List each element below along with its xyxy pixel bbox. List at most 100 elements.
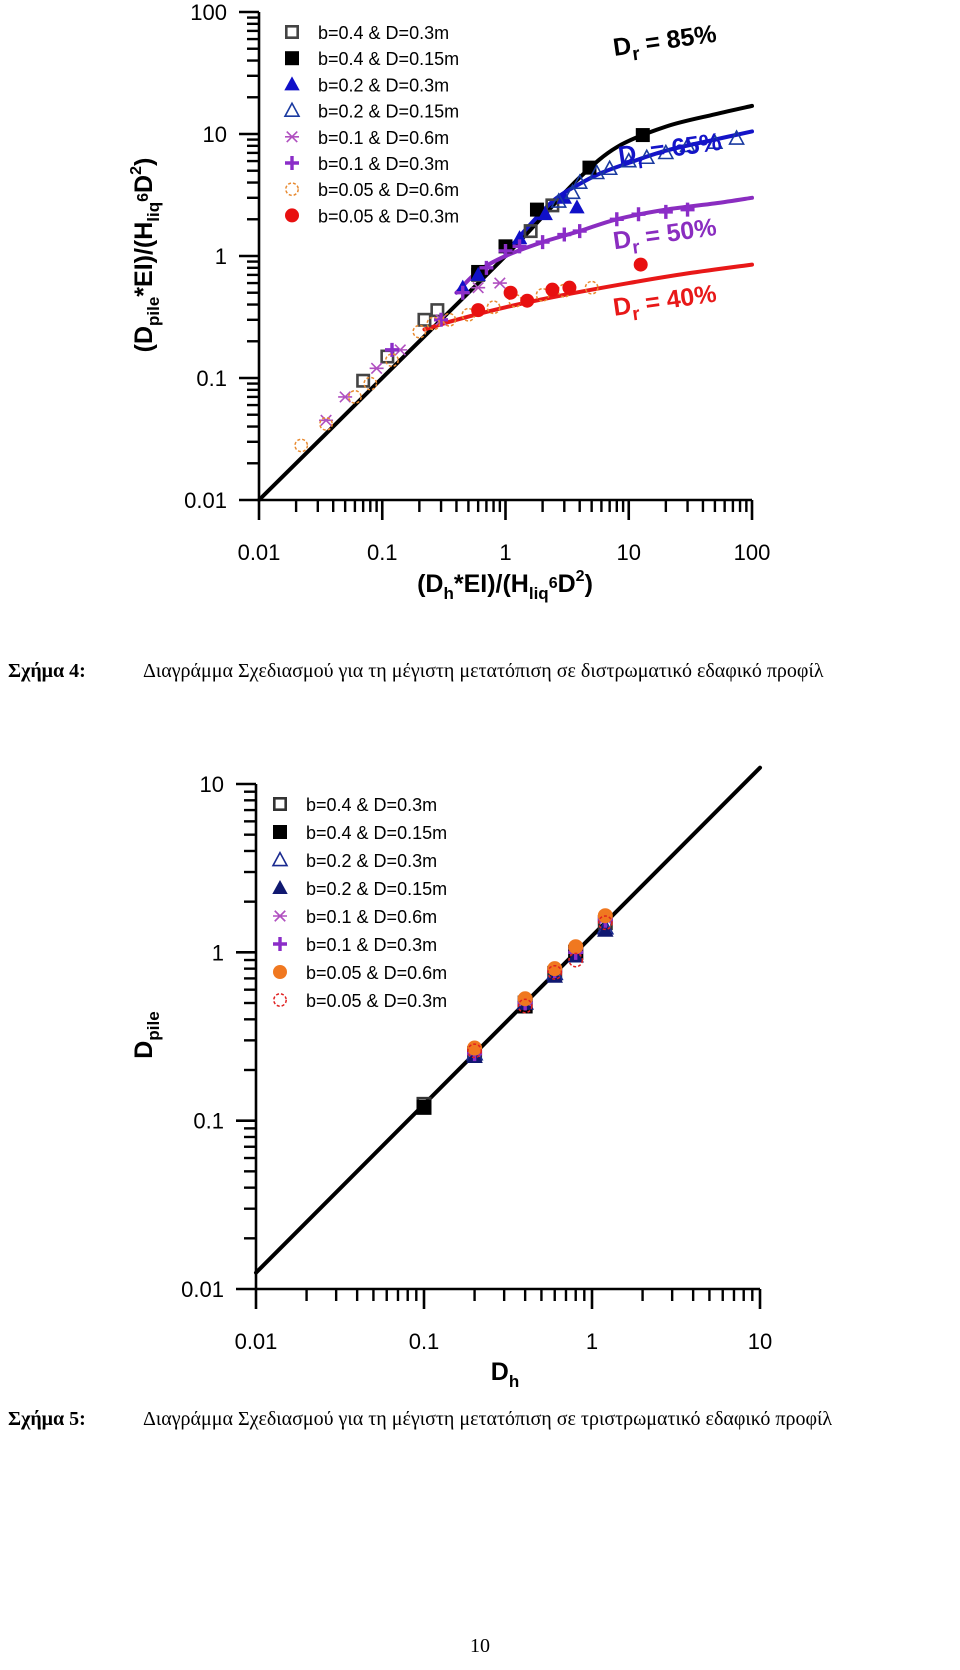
data-point [620,152,638,168]
y-tick-label: 0.1 [193,1109,224,1134]
data-point [562,280,577,295]
data-point [547,964,563,980]
series-b-0-05-d-0-3m [471,257,648,318]
legend-label: b=0.2 & D=0.3m [306,851,437,871]
x-tick-label: 100 [734,540,771,565]
legend-marker [273,910,287,922]
data-point [564,183,581,200]
legend-marker [285,156,299,170]
data-point [347,389,362,404]
series-b-0-05-d-0-6m [294,280,599,453]
data-point [412,324,427,339]
curve-label-dr-85: Dr = 85% [611,20,719,68]
legend-label: b=0.1 & D=0.6m [318,128,449,148]
figure-5-caption-text: Διαγράμμα Σχεδιασμού για τη μέγιστη μετα… [143,1408,833,1430]
curve-fit-line [254,765,762,1275]
data-point [569,199,585,214]
legend-label: b=0.05 & D=0.3m [306,991,447,1011]
y-tick-label: 100 [190,0,227,25]
legend-marker [273,965,287,979]
legend-label: b=0.1 & D=0.6m [306,907,437,927]
data-point [601,159,619,176]
data-point [520,293,535,308]
y-tick-label: 0.1 [196,366,227,391]
data-point [633,257,648,272]
data-point [588,163,606,180]
data-point [385,353,399,368]
legend: b=0.4 & D=0.3m b=0.4 & D=0.15m b=0.2 & D=0… [271,795,447,1011]
legend-marker [285,208,299,223]
data-point [568,952,584,968]
data-point [706,133,724,150]
data-point [529,202,544,217]
data-point [550,192,568,208]
series-b-0-1-d-0-6m [319,277,507,427]
data-point [319,417,334,431]
legend-label: b=0.2 & D=0.3m [318,75,449,95]
legend-label: b=0.4 & D=0.3m [306,795,437,815]
legend-label: b=0.05 & D=0.6m [318,180,459,200]
legend-marker [273,937,287,951]
data-point [492,277,507,289]
data-point [470,266,486,281]
y-axis-ticks [239,10,259,502]
y-axis-title: Dpile [130,1011,163,1058]
legend-marker [272,879,288,894]
data-point [547,961,563,977]
data-point [471,303,486,318]
figure-4-caption-label: Σχήμα 4: [8,660,86,682]
y-tick-label: 1 [215,244,227,269]
legend-label: b=0.2 & D=0.15m [318,102,459,122]
x-axis-ticks [257,500,754,520]
figure-4-caption: Σχήμα 4: Διαγράμμα Σχεδιασμού για τη μέγ… [0,655,960,725]
data-point [455,285,470,300]
y-tick-label: 0.01 [184,488,227,513]
data-point [517,998,533,1014]
data-point [584,280,599,295]
data-point [582,160,597,175]
curve-dr-40 [422,262,754,332]
data-point [503,285,518,300]
data-point [572,224,587,239]
x-axis-title: Dh [491,1358,519,1391]
data-point [471,281,486,294]
data-point [537,206,553,221]
x-tick-label: 0.1 [367,540,398,565]
data-point [363,376,378,391]
y-tick-label: 1 [212,940,224,965]
series-b-0-2-d-0-15m [550,129,745,208]
x-tick-label: 10 [748,1329,772,1354]
figure-5-caption-label: Σχήμα 5: [8,1408,86,1430]
curve-label-dr-65: Dr = 65% [616,128,724,176]
data-point [535,235,550,250]
data-point [467,1043,483,1059]
legend-marker [273,825,287,839]
x-tick-label: 1 [499,540,511,565]
legend-marker [272,796,287,811]
x-axis-title: (Dh*EI)/(Hliq6D2) [417,568,593,603]
data-point [319,414,334,427]
page-number: 10 [470,1635,490,1657]
data-point [568,939,584,955]
y-axis-title: (Dpile*EI)/(Hliq6D2) [128,158,163,353]
data-point [479,260,494,275]
data-point [338,391,353,403]
data-point [417,312,432,327]
series-b-0-05-d-0-6m [467,908,613,1056]
y-tick-label: 10 [200,772,224,797]
data-point [571,173,589,189]
legend-label: b=0.4 & D=0.15m [306,823,447,843]
y-tick-label: 10 [203,122,227,147]
legend-marker [284,76,300,91]
data-point [657,143,675,160]
data-point [426,316,441,331]
x-tick-label: 1 [586,1329,598,1354]
data-point [356,373,371,388]
data-point [442,312,457,327]
data-point [556,189,573,204]
legend-marker [271,850,289,867]
legend-label: b=0.4 & D=0.15m [318,49,459,69]
legend-marker [284,24,299,39]
data-point [294,438,309,453]
